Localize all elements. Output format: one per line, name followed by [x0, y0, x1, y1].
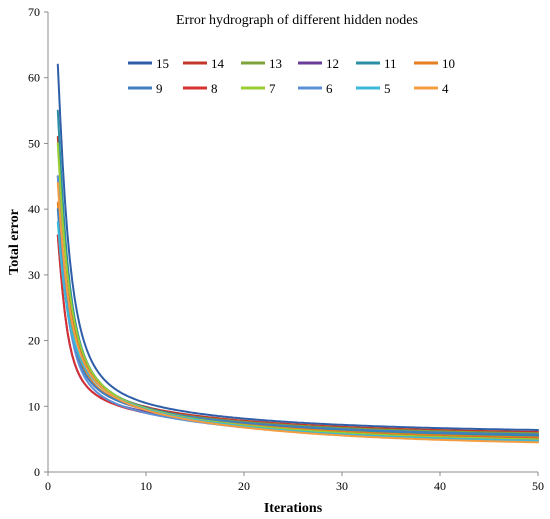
legend-label-13: 13 [269, 56, 282, 71]
x-tick-label: 40 [434, 479, 446, 493]
chart-title: Error hydrograph of different hidden nod… [176, 13, 418, 28]
y-tick-label: 10 [28, 399, 40, 413]
legend-label-11: 11 [384, 56, 397, 71]
legend-label-8: 8 [211, 81, 218, 96]
y-axis-title: Total error [7, 209, 22, 275]
legend-label-5: 5 [384, 81, 391, 96]
x-tick-label: 10 [140, 479, 152, 493]
series-line-14 [56, 135, 539, 433]
series-line-13 [56, 175, 539, 435]
y-tick-label: 70 [28, 5, 40, 19]
y-tick-label: 20 [28, 334, 40, 348]
legend-label-12: 12 [326, 56, 339, 71]
x-tick-label: 30 [336, 479, 348, 493]
series-line-6 [56, 175, 539, 442]
legend-label-15: 15 [156, 56, 169, 71]
x-tick-label: 0 [45, 479, 51, 493]
y-tick-label: 30 [28, 268, 40, 282]
series-line-15 [56, 63, 539, 431]
series-line-7 [56, 142, 539, 441]
x-tick-label: 50 [532, 479, 544, 493]
y-tick-label: 40 [28, 202, 40, 216]
axes: 0 10 20 30 40 50 60 70 0 10 20 30 40 50 [28, 5, 544, 493]
legend-label-14: 14 [211, 56, 225, 71]
series-line-9 [56, 208, 539, 436]
legend-label-4: 4 [442, 81, 449, 96]
series-line-4 [56, 181, 539, 444]
legend-label-10: 10 [442, 56, 455, 71]
legend-label-9: 9 [156, 81, 163, 96]
y-tick-label: 0 [34, 465, 40, 479]
y-tick-label: 60 [28, 71, 40, 85]
legend: 15 14 13 12 11 10 9 8 7 6 5 4 [128, 56, 455, 96]
legend-label-6: 6 [326, 81, 333, 96]
legend-label-7: 7 [269, 81, 276, 96]
x-tick-label: 20 [238, 479, 250, 493]
series-line-11 [56, 109, 539, 438]
x-axis-title: Iterations [264, 501, 323, 516]
series-group [56, 63, 539, 444]
y-tick-label: 50 [28, 136, 40, 150]
